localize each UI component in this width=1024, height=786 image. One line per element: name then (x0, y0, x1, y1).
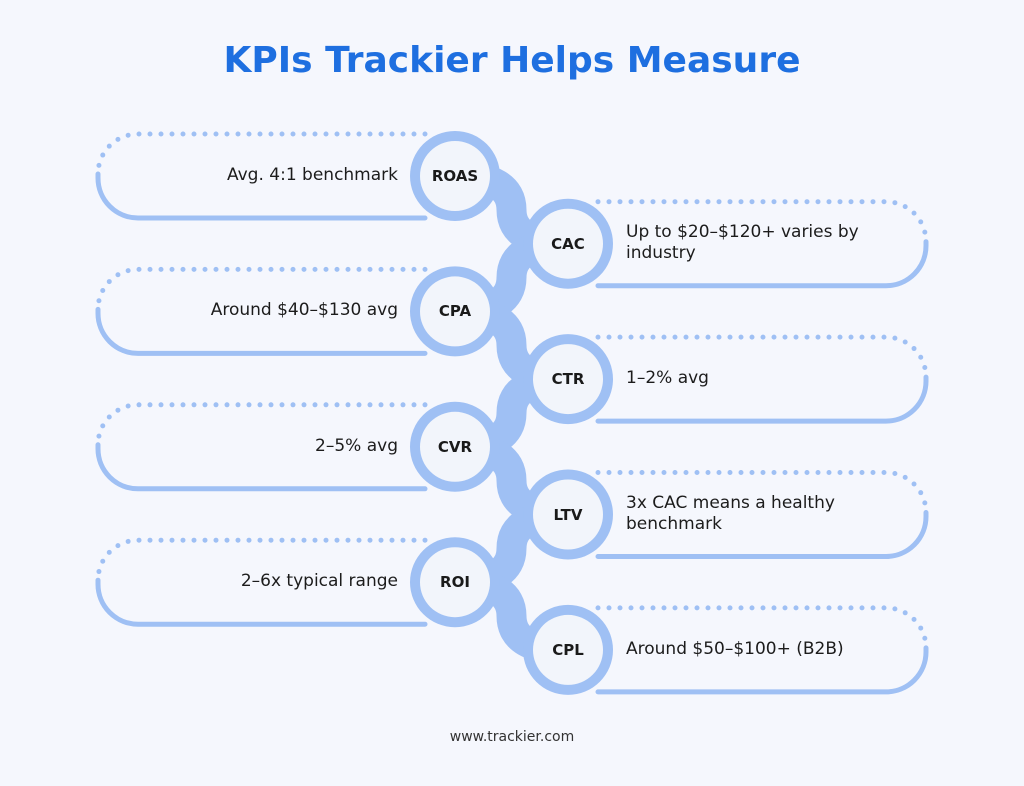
kpi-card-outline (95, 306, 428, 356)
page-title: KPIs Trackier Helps Measure (223, 40, 801, 81)
kpi-label: LTV (553, 505, 583, 524)
kpi-label: CPA (438, 302, 472, 321)
kpi-description: Avg. 4:1 benchmark (226, 165, 398, 185)
kpi-card-outline (95, 577, 428, 627)
kpi-card-dotted-outline (595, 470, 929, 515)
kpi-node (533, 614, 603, 685)
kpi-label: CVR (437, 437, 473, 456)
kpi-node (420, 547, 490, 618)
kpi-description: 2–5% avg (315, 435, 398, 456)
kpi-card-dotted-outline (595, 199, 929, 245)
kpi-description: Around $40–$130 avg (210, 300, 398, 321)
kpi-node (533, 344, 603, 415)
kpi-card-outline (595, 645, 929, 695)
kpi-card-dotted-outline (595, 605, 929, 651)
kpi-card-dotted-outline (95, 266, 428, 312)
kpi-description: Around $50–$100+ (B2B) (626, 638, 844, 659)
kpi-card-outline (595, 510, 929, 559)
kpi-card-outline (95, 171, 428, 221)
footer-url: www.trackier.com (449, 729, 575, 745)
kpi-card-outline (595, 374, 929, 424)
kpi-description: Up to $20–$120+ varies by industry (626, 221, 859, 263)
kpi-card-dotted-outline (595, 334, 929, 380)
kpi-label: CPL (552, 640, 584, 659)
kpi-cards (95, 131, 929, 695)
kpi-nodes (410, 131, 613, 695)
kpi-node (533, 208, 603, 279)
kpi-node (420, 411, 490, 482)
kpi-card-dotted-outline (95, 131, 428, 177)
kpi-node (420, 276, 490, 347)
kpi-label: ROI (440, 573, 470, 592)
kpi-card-outline (95, 442, 428, 492)
kpi-description: 3x CAC means a healthy benchmark (626, 492, 835, 534)
kpi-description: 2–6x typical range (240, 571, 398, 592)
kpi-label: ROAS (431, 167, 479, 185)
kpi-description: 1–2% avg (626, 368, 709, 389)
kpi-node (420, 141, 490, 211)
kpi-node (533, 479, 603, 550)
kpi-card-outline (595, 239, 929, 289)
kpi-label: CTR (551, 370, 585, 389)
kpi-card-dotted-outline (95, 402, 428, 448)
kpi-label: CAC (551, 234, 585, 253)
kpi-card-dotted-outline (95, 537, 428, 583)
